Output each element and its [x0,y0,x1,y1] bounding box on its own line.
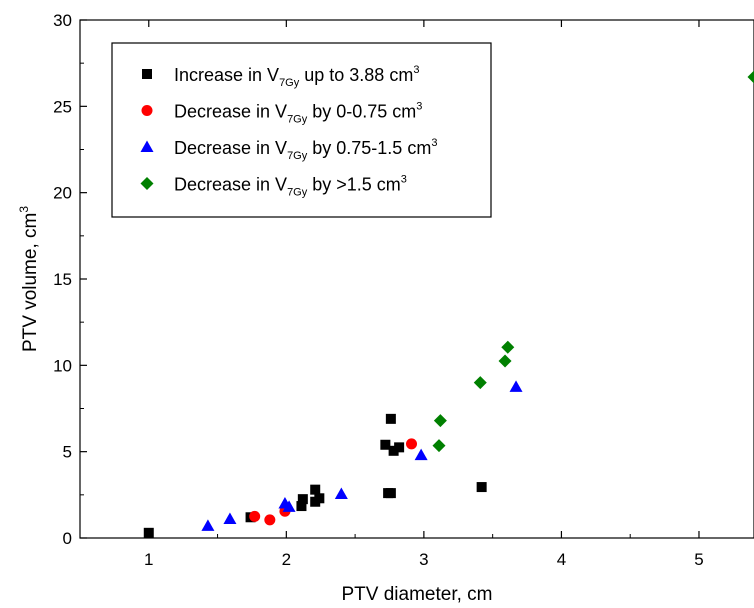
data-point-square [143,527,154,538]
data-point-square [394,442,405,453]
data-point-triangle [414,448,428,461]
data-point-triangle [509,380,523,392]
legend-label: Increase in V7Gy up to 3.88 cm3 [174,64,419,89]
data-point-circle [405,438,417,450]
data-point-diamond [501,340,515,354]
data-point-square [297,494,308,505]
data-point-circle [264,514,276,526]
data-point-diamond [747,70,754,84]
y-tick-label: 15 [53,270,72,289]
data-point-diamond [432,439,446,453]
data-point-circle [249,510,261,522]
legend-box [111,42,492,218]
y-tick-label: 0 [63,529,72,548]
y-axis-title-text: PTV volume, cm [20,213,41,352]
y-tick-label: 20 [53,184,72,203]
data-point-square [385,413,396,424]
x-tick-label: 1 [144,550,153,569]
y-axis-title: PTV volume, cm3 [17,206,41,352]
y-axis-title-sup: 3 [17,206,31,213]
data-point-diamond [473,376,487,390]
data-point-triangle [282,500,296,512]
legend-items: Increase in V7Gy up to 3.88 cm3 Decrease … [140,64,437,199]
axis-ticks: 1 2 3 4 5 0 5 10 15 20 25 30 [53,11,704,569]
x-tick-label: 5 [694,550,703,569]
legend-label: Decrease in V7Gy by 0.75-1.5 cm3 [174,137,437,162]
data-point-square [310,484,321,495]
data-points [143,70,754,538]
legend-label: Decrease in V7Gy by >1.5 cm3 [174,174,407,199]
y-tick-label: 25 [53,97,72,116]
data-point-square [476,482,487,493]
data-point-diamond [433,414,447,428]
x-axis-title: PTV diameter, cm [342,584,493,605]
y-tick-label: 5 [63,443,72,462]
legend-marker-circle [141,105,153,116]
y-tick-label: 30 [53,11,72,30]
data-point-square [380,439,391,450]
legend: Increase in V7Gy up to 3.88 cm3 Decrease … [111,42,492,218]
x-tick-label: 4 [557,550,566,569]
legend-marker-diamond [140,177,154,190]
data-point-triangle [201,519,215,531]
data-point-triangle [223,512,237,525]
x-tick-label: 2 [282,550,291,569]
data-point-square [296,501,307,512]
legend-label: Decrease in V7Gy by 0-0.75 cm3 [174,101,422,126]
data-point-square [314,493,325,504]
data-point-square [388,445,399,456]
x-tick-label: 3 [419,550,428,569]
data-point-diamond [498,354,512,368]
data-point-square [385,488,396,499]
data-point-triangle [334,487,348,499]
y-tick-label: 10 [53,356,72,375]
legend-marker-square [142,69,152,79]
legend-marker-triangle [140,140,154,152]
